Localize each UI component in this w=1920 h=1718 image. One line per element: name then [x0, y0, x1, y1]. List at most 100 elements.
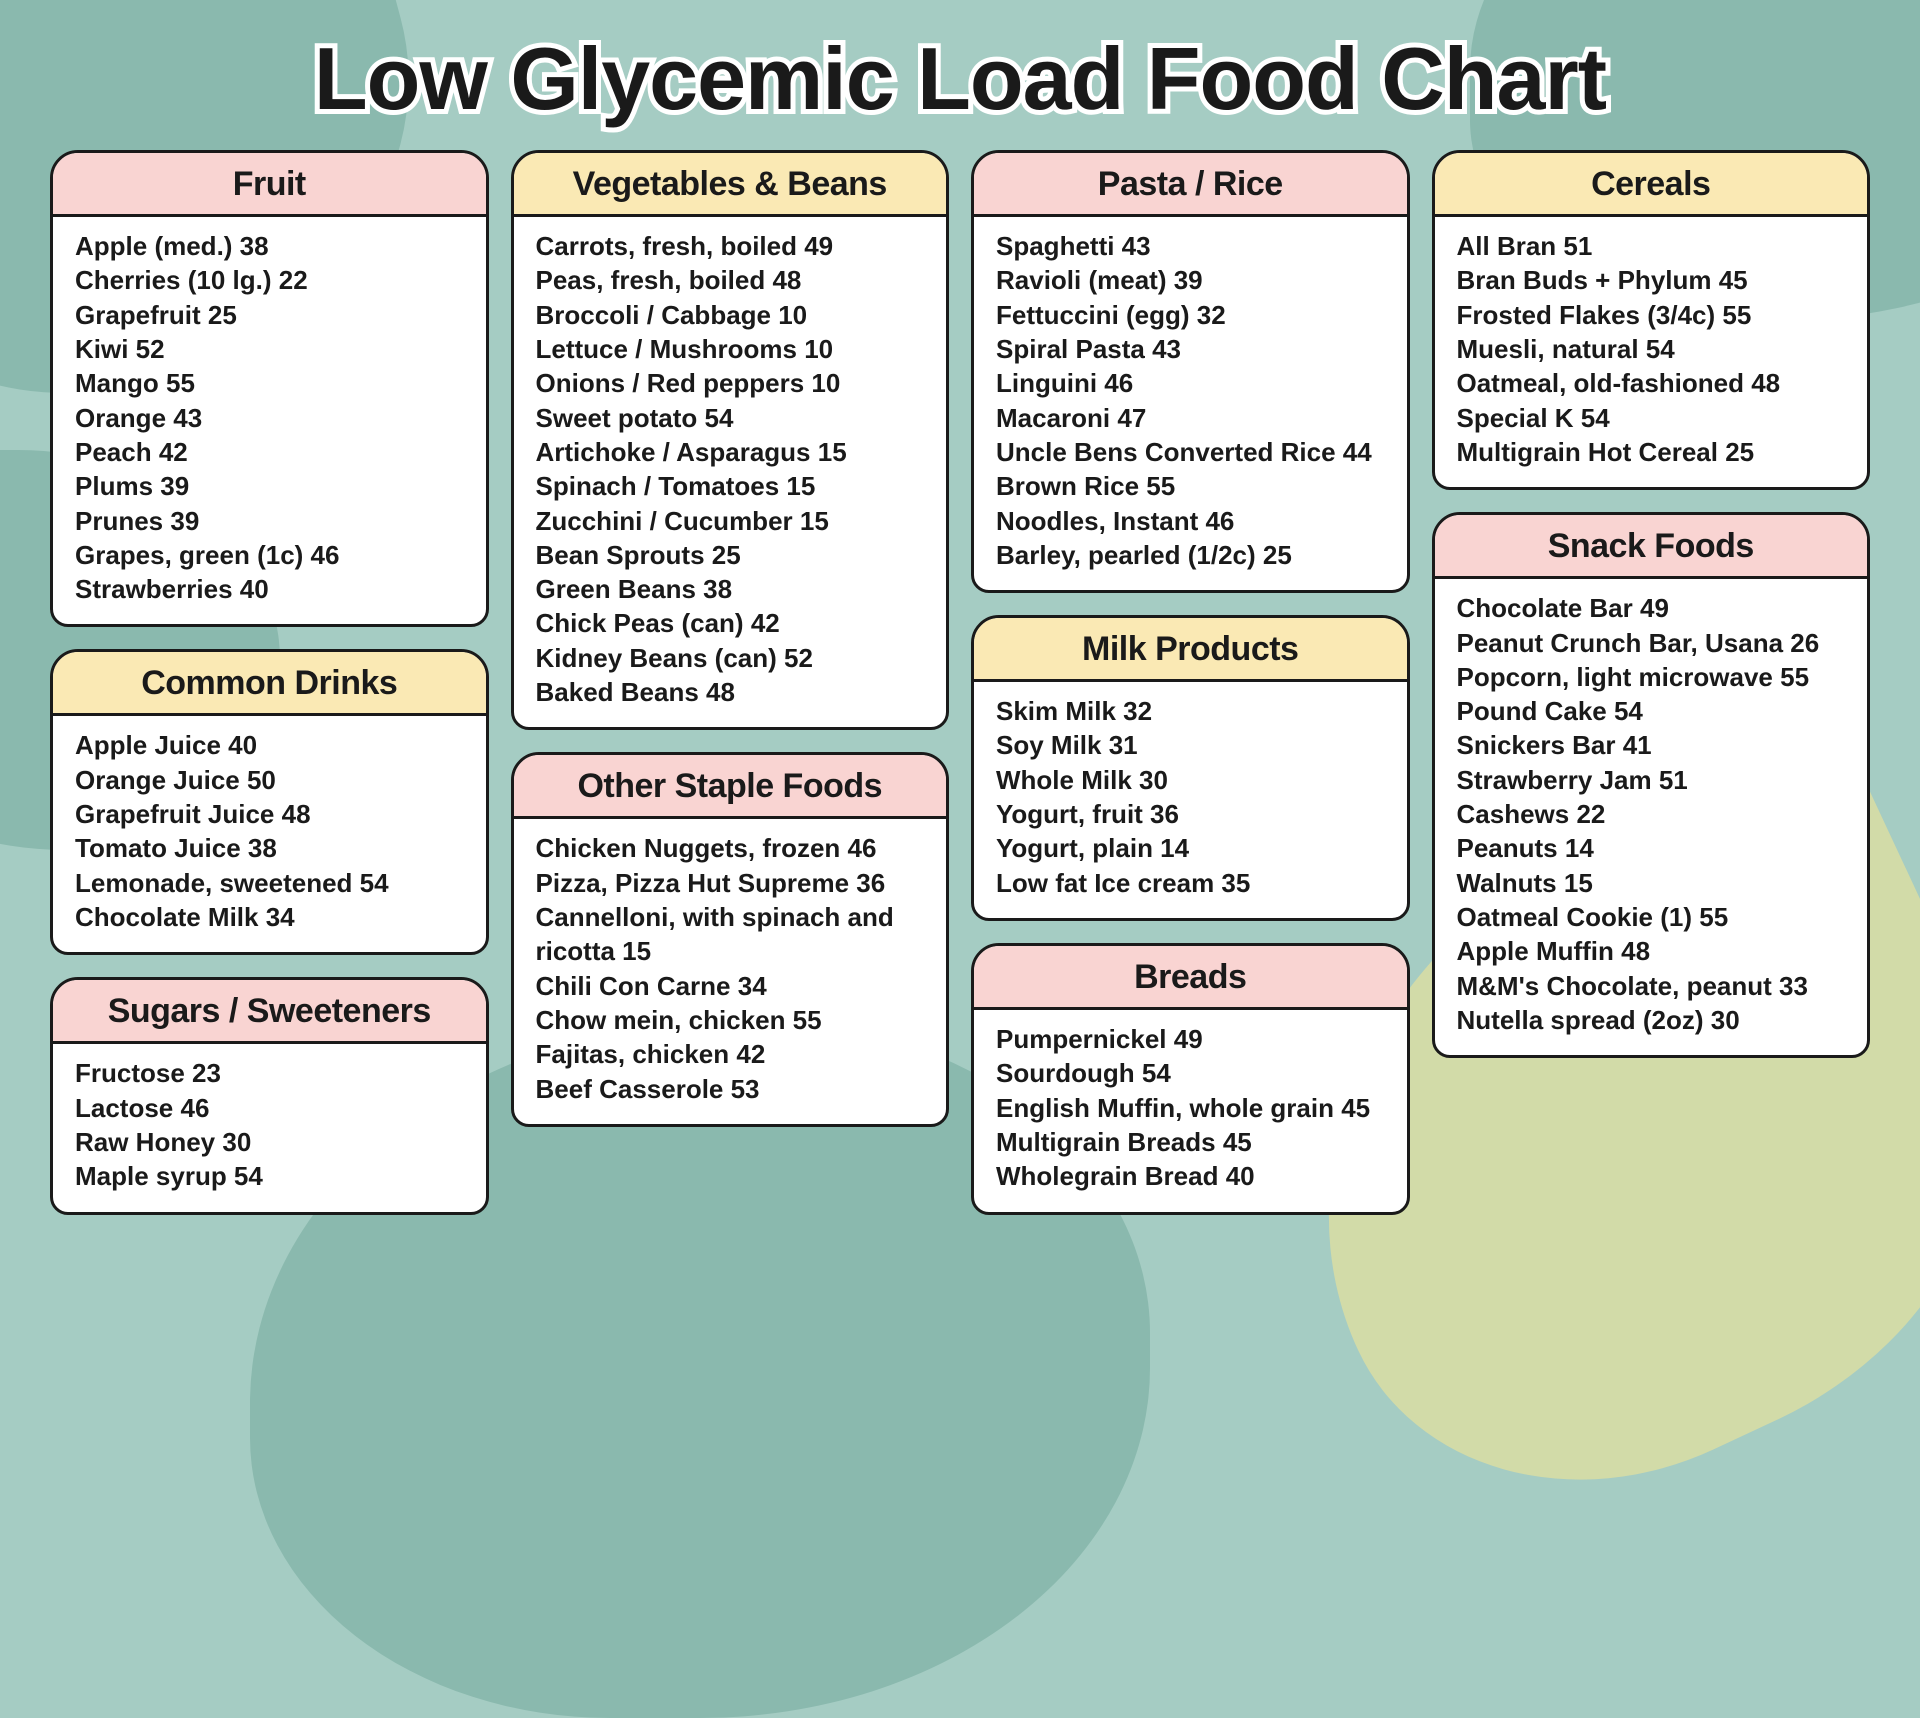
column-0: FruitApple (med.) 38Cherries (10 lg.) 22… — [50, 150, 489, 1215]
column-2: Pasta / RiceSpaghetti 43Ravioli (meat) 3… — [971, 150, 1410, 1215]
food-item: Chili Con Carne 34 — [536, 969, 925, 1003]
food-item: Orange 43 — [75, 401, 464, 435]
food-item: Spinach / Tomatoes 15 — [536, 469, 925, 503]
food-item: Soy Milk 31 — [996, 728, 1385, 762]
food-item: Chocolate Bar 49 — [1457, 591, 1846, 625]
category-header: Sugars / Sweeteners — [53, 980, 486, 1044]
category-card: Milk ProductsSkim Milk 32Soy Milk 31Whol… — [971, 615, 1410, 921]
food-item: Grapes, green (1c) 46 — [75, 538, 464, 572]
category-card: Common DrinksApple Juice 40Orange Juice … — [50, 649, 489, 955]
food-item: Green Beans 38 — [536, 572, 925, 606]
food-item: Baked Beans 48 — [536, 675, 925, 709]
category-header: Fruit — [53, 153, 486, 217]
food-item: Oatmeal Cookie (1) 55 — [1457, 900, 1846, 934]
food-item: Peanut Crunch Bar, Usana 26 — [1457, 626, 1846, 660]
food-item: Low fat Ice cream 35 — [996, 866, 1385, 900]
column-3: CerealsAll Bran 51Bran Buds + Phylum 45F… — [1432, 150, 1871, 1058]
food-item: Pound Cake 54 — [1457, 694, 1846, 728]
food-item: Apple Juice 40 — [75, 728, 464, 762]
page-title: Low Glycemic Load Food Chart — [0, 0, 1920, 130]
column-1: Vegetables & BeansCarrots, fresh, boiled… — [511, 150, 950, 1127]
category-header: Milk Products — [974, 618, 1407, 682]
food-item: Apple (med.) 38 — [75, 229, 464, 263]
food-item: Multigrain Hot Cereal 25 — [1457, 435, 1846, 469]
food-item: Maple syrup 54 — [75, 1159, 464, 1193]
food-item: Sweet potato 54 — [536, 401, 925, 435]
category-header: Pasta / Rice — [974, 153, 1407, 217]
food-item: Kidney Beans (can) 52 — [536, 641, 925, 675]
category-header: Snack Foods — [1435, 515, 1868, 579]
food-item: English Muffin, whole grain 45 — [996, 1091, 1385, 1125]
category-header: Other Staple Foods — [514, 755, 947, 819]
food-item: Apple Muffin 48 — [1457, 934, 1846, 968]
food-item: Prunes 39 — [75, 504, 464, 538]
food-item: Plums 39 — [75, 469, 464, 503]
food-item: Peach 42 — [75, 435, 464, 469]
food-item: Popcorn, light microwave 55 — [1457, 660, 1846, 694]
food-item: Brown Rice 55 — [996, 469, 1385, 503]
food-item: Carrots, fresh, boiled 49 — [536, 229, 925, 263]
food-item: Strawberries 40 — [75, 572, 464, 606]
food-item: Chicken Nuggets, frozen 46 — [536, 831, 925, 865]
food-item: Strawberry Jam 51 — [1457, 763, 1846, 797]
food-item: Macaroni 47 — [996, 401, 1385, 435]
food-item: Broccoli / Cabbage 10 — [536, 298, 925, 332]
food-item: Wholegrain Bread 40 — [996, 1159, 1385, 1193]
category-card: FruitApple (med.) 38Cherries (10 lg.) 22… — [50, 150, 489, 627]
food-item: Bean Sprouts 25 — [536, 538, 925, 572]
food-item: Peas, fresh, boiled 48 — [536, 263, 925, 297]
food-item: Chow mein, chicken 55 — [536, 1003, 925, 1037]
food-item: Sourdough 54 — [996, 1056, 1385, 1090]
food-item: Zucchini / Cucumber 15 — [536, 504, 925, 538]
chart-grid: FruitApple (med.) 38Cherries (10 lg.) 22… — [0, 130, 1920, 1215]
food-item: Whole Milk 30 — [996, 763, 1385, 797]
food-item: Tomato Juice 38 — [75, 831, 464, 865]
food-item: Muesli, natural 54 — [1457, 332, 1846, 366]
food-item: Pumpernickel 49 — [996, 1022, 1385, 1056]
food-item: Fajitas, chicken 42 — [536, 1037, 925, 1071]
food-item: Multigrain Breads 45 — [996, 1125, 1385, 1159]
food-item: All Bran 51 — [1457, 229, 1846, 263]
food-item: Chocolate Milk 34 — [75, 900, 464, 934]
category-body: All Bran 51Bran Buds + Phylum 45Frosted … — [1435, 217, 1868, 487]
food-item: Fructose 23 — [75, 1056, 464, 1090]
category-header: Cereals — [1435, 153, 1868, 217]
food-item: Grapefruit 25 — [75, 298, 464, 332]
category-header: Vegetables & Beans — [514, 153, 947, 217]
category-body: Carrots, fresh, boiled 49Peas, fresh, bo… — [514, 217, 947, 727]
food-item: Barley, pearled (1/2c) 25 — [996, 538, 1385, 572]
category-body: Apple (med.) 38Cherries (10 lg.) 22Grape… — [53, 217, 486, 624]
food-item: Yogurt, plain 14 — [996, 831, 1385, 865]
food-item: Spaghetti 43 — [996, 229, 1385, 263]
category-body: Fructose 23Lactose 46Raw Honey 30Maple s… — [53, 1044, 486, 1211]
food-item: Mango 55 — [75, 366, 464, 400]
category-body: Pumpernickel 49Sourdough 54English Muffi… — [974, 1010, 1407, 1212]
food-item: Pizza, Pizza Hut Supreme 36 — [536, 866, 925, 900]
category-card: Vegetables & BeansCarrots, fresh, boiled… — [511, 150, 950, 730]
food-item: Nutella spread (2oz) 30 — [1457, 1003, 1846, 1037]
food-item: M&M's Chocolate, peanut 33 — [1457, 969, 1846, 1003]
food-item: Lettuce / Mushrooms 10 — [536, 332, 925, 366]
category-body: Apple Juice 40Orange Juice 50Grapefruit … — [53, 716, 486, 952]
category-card: Other Staple FoodsChicken Nuggets, froze… — [511, 752, 950, 1127]
food-item: Noodles, Instant 46 — [996, 504, 1385, 538]
food-item: Peanuts 14 — [1457, 831, 1846, 865]
category-body: Spaghetti 43Ravioli (meat) 39Fettuccini … — [974, 217, 1407, 590]
category-header: Breads — [974, 946, 1407, 1010]
food-item: Ravioli (meat) 39 — [996, 263, 1385, 297]
food-item: Raw Honey 30 — [75, 1125, 464, 1159]
category-card: Sugars / SweetenersFructose 23Lactose 46… — [50, 977, 489, 1214]
food-item: Uncle Bens Converted Rice 44 — [996, 435, 1385, 469]
category-body: Chicken Nuggets, frozen 46Pizza, Pizza H… — [514, 819, 947, 1124]
food-item: Orange Juice 50 — [75, 763, 464, 797]
food-item: Frosted Flakes (3/4c) 55 — [1457, 298, 1846, 332]
food-item: Cherries (10 lg.) 22 — [75, 263, 464, 297]
food-item: Snickers Bar 41 — [1457, 728, 1846, 762]
food-item: Grapefruit Juice 48 — [75, 797, 464, 831]
food-item: Kiwi 52 — [75, 332, 464, 366]
food-item: Yogurt, fruit 36 — [996, 797, 1385, 831]
category-header: Common Drinks — [53, 652, 486, 716]
food-item: Linguini 46 — [996, 366, 1385, 400]
food-item: Walnuts 15 — [1457, 866, 1846, 900]
food-item: Onions / Red peppers 10 — [536, 366, 925, 400]
